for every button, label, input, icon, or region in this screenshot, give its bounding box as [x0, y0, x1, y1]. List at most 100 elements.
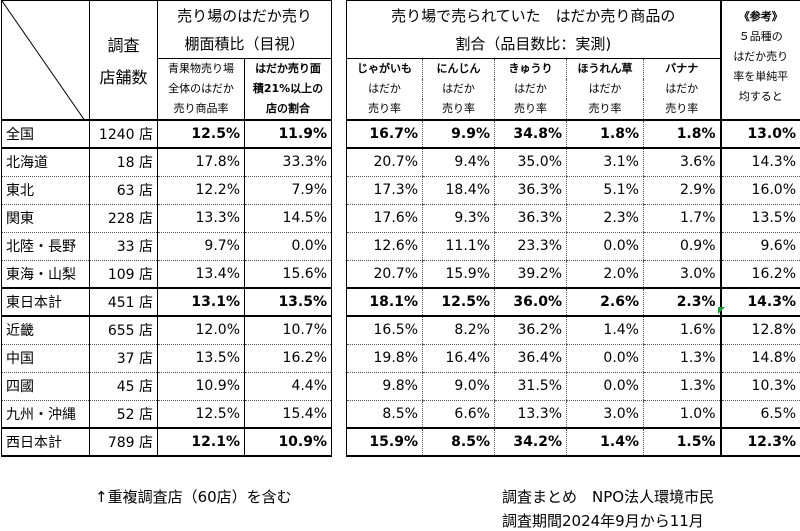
survey-period: 調査期間2024年9月から11月 — [502, 512, 704, 530]
table-row: 近畿 655 店 12.0% 10.7% — [1, 316, 333, 345]
spinach-cell: 2.3% — [566, 204, 644, 233]
col-shelf-line3: 売り商品率 — [157, 99, 245, 121]
spinach-cell: 0.0% — [566, 232, 644, 261]
over21-cell: 15.4% — [243, 400, 333, 429]
shops-cell: 109 店 — [89, 260, 158, 289]
spinach-cell: 3.0% — [566, 400, 644, 429]
banana-cell: 1.0% — [642, 400, 721, 429]
col-shelf-line2: 全体のはだか — [157, 79, 245, 99]
cucumber-cell: 36.0% — [494, 287, 567, 317]
right-table: 売り場で売られていた はだか売り商品の 《参考》 ５品種の はだか売り 率を単純… — [345, 0, 800, 457]
potato-cell: 20.7% — [346, 148, 423, 177]
cucumber-cell: 13.3% — [494, 400, 567, 429]
region-cell: 中国 — [1, 344, 90, 373]
banana-cell: 3.0% — [642, 260, 721, 289]
spinach-cell: 2.0% — [566, 260, 644, 289]
banana-cell: 1.3% — [642, 372, 721, 401]
banana-cell: 0.9% — [642, 232, 721, 261]
over21-cell: 13.5% — [243, 287, 333, 317]
reference-line2: はだか売り — [733, 50, 789, 63]
table-row: 20.7% 9.4% 35.0% 3.1% 3.6% 14.3% — [346, 148, 800, 177]
shops-cell: 52 店 — [89, 400, 158, 429]
survey-credit: 調査まとめ NPO法人環境市民 — [502, 488, 715, 506]
banana-cell: 1.7% — [642, 204, 721, 233]
region-cell: 北陸・長野 — [1, 232, 90, 261]
potato-cell: 20.7% — [346, 260, 423, 289]
average-cell: 9.6% — [719, 232, 800, 261]
table-row: 東北 63 店 12.2% 7.9% — [1, 176, 333, 205]
shelf-rate-cell: 17.8% — [157, 148, 245, 177]
col-over21-line1: はだか売り面 — [243, 58, 333, 79]
shops-cell: 451 店 — [89, 287, 158, 317]
item-sub2-0: 売り率 — [346, 99, 423, 121]
col-over21-line3: 店の割合 — [243, 99, 333, 121]
table-row: 15.9% 8.5% 34.2% 1.4% 1.5% 12.3% — [346, 427, 800, 457]
spinach-cell: 0.0% — [566, 344, 644, 373]
average-cell: 14.3% — [719, 287, 800, 317]
diagonal-line — [2, 1, 85, 120]
cucumber-cell: 34.2% — [494, 427, 567, 457]
over21-cell: 33.3% — [243, 148, 333, 177]
potato-cell: 9.8% — [346, 372, 423, 401]
spinach-cell: 2.6% — [566, 287, 644, 317]
carrot-cell: 8.2% — [422, 316, 495, 345]
shops-cell: 1240 店 — [89, 119, 158, 149]
item-name-1: にんじん — [422, 58, 495, 79]
region-cell: 四國 — [1, 372, 90, 401]
cucumber-cell: 36.3% — [494, 204, 567, 233]
potato-cell: 15.9% — [346, 427, 423, 457]
shelf-rate-cell: 12.1% — [157, 427, 245, 457]
over21-cell: 10.7% — [243, 316, 333, 345]
table-row: 18.1% 12.5% 36.0% 2.6% 2.3% 14.3% — [346, 287, 800, 317]
left-group-title-2: 棚面積比（目視） — [156, 29, 333, 59]
table-row: 中国 37 店 13.5% 16.2% — [1, 344, 333, 373]
carrot-cell: 11.1% — [422, 232, 495, 261]
banana-cell: 2.3% — [642, 287, 721, 317]
table-row: 東海・山梨 109 店 13.4% 15.6% — [1, 260, 333, 289]
cell-marker-icon — [718, 307, 725, 314]
average-cell: 16.0% — [719, 176, 800, 205]
shops-header-line1: 調査 — [107, 36, 140, 55]
table-row: 16.5% 8.2% 36.2% 1.4% 1.6% 12.8% — [346, 316, 800, 345]
table-row: 19.8% 16.4% 36.4% 0.0% 1.3% 14.8% — [346, 344, 800, 373]
carrot-cell: 15.9% — [422, 260, 495, 289]
table-row: 西日本計 789 店 12.1% 10.9% — [1, 427, 333, 457]
spinach-cell: 0.0% — [566, 372, 644, 401]
region-cell: 東北 — [1, 176, 90, 205]
spinach-cell: 1.8% — [566, 119, 644, 149]
item-name-3: ほうれん草 — [566, 58, 644, 79]
banana-cell: 1.6% — [642, 316, 721, 345]
reference-title: 《参考》 — [738, 10, 783, 23]
potato-cell: 17.3% — [346, 176, 423, 205]
region-cell: 北海道 — [1, 148, 90, 177]
carrot-cell: 18.4% — [422, 176, 495, 205]
spinach-cell: 3.1% — [566, 148, 644, 177]
corner-cell — [1, 0, 90, 121]
table-row: 九州・沖縄 52 店 12.5% 15.4% — [1, 400, 333, 429]
banana-cell: 1.5% — [642, 427, 721, 457]
item-name-4: バナナ — [642, 58, 721, 79]
shops-cell: 33 店 — [89, 232, 158, 261]
shops-header: 調査 店舗数 — [89, 0, 158, 121]
reference-line3: 率を単純平 — [733, 70, 789, 83]
reference-line1: ５品種の — [738, 30, 783, 43]
shops-header-line2: 店舗数 — [99, 68, 148, 87]
cucumber-cell: 34.8% — [494, 119, 567, 149]
over21-cell: 10.9% — [243, 427, 333, 457]
reference-header: 《参考》 ５品種の はだか売り 率を単純平 均すると — [719, 0, 800, 121]
potato-cell: 16.7% — [346, 119, 423, 149]
banana-cell: 3.6% — [642, 148, 721, 177]
table-row: 16.7% 9.9% 34.8% 1.8% 1.8% 13.0% — [346, 119, 800, 149]
col-shelf-line1: 青果物売り場 — [157, 58, 245, 79]
over21-cell: 11.9% — [243, 119, 333, 149]
table-row: 東日本計 451 店 13.1% 13.5% — [1, 287, 333, 317]
potato-cell: 8.5% — [346, 400, 423, 429]
shops-cell: 789 店 — [89, 427, 158, 457]
banana-cell: 1.3% — [642, 344, 721, 373]
region-cell: 近畿 — [1, 316, 90, 345]
shelf-rate-cell: 13.4% — [157, 260, 245, 289]
potato-cell: 16.5% — [346, 316, 423, 345]
region-cell: 関東 — [1, 204, 90, 233]
shelf-rate-cell: 12.2% — [157, 176, 245, 205]
item-sub1-0: はだか — [346, 79, 423, 99]
